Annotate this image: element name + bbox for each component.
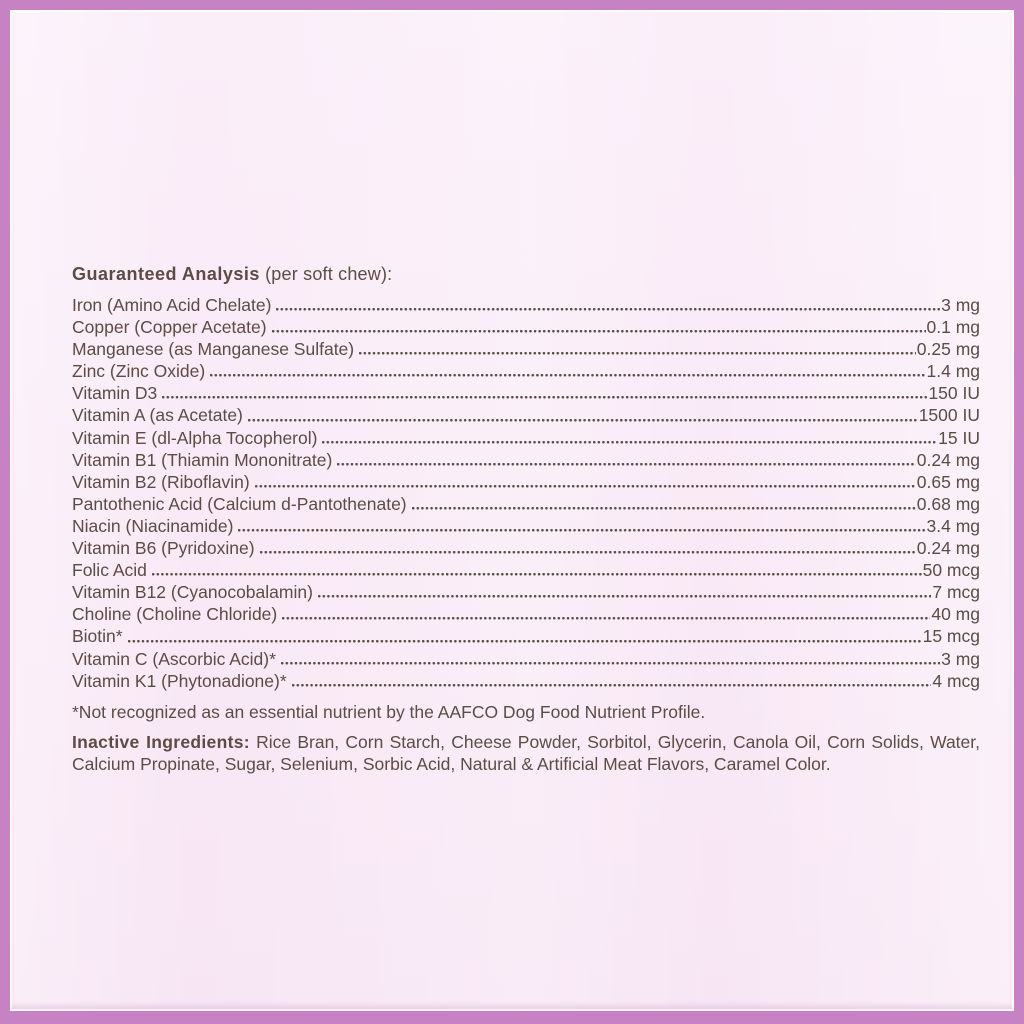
nutrient-value: 3.4 mg — [926, 515, 981, 536]
nutrient-value: 15 IU — [938, 427, 980, 448]
nutrient-label: Vitamin K1 (Phytonadione)* — [72, 670, 287, 691]
nutrient-label: Zinc (Zinc Oxide) — [72, 361, 206, 382]
nutrient-value: 4 mcg — [932, 670, 980, 691]
dot-leader — [210, 371, 926, 379]
dot-leader — [247, 415, 918, 423]
dot-leader — [282, 614, 931, 622]
dot-leader — [337, 459, 916, 467]
nutrient-value: 1.4 mg — [926, 361, 981, 382]
nutrient-row: Niacin (Niacinamide) 3.4 mg — [72, 515, 980, 537]
nutrient-value: 0.65 mg — [916, 471, 980, 492]
dot-leader — [359, 349, 916, 357]
nutrient-value: 0.24 mg — [916, 449, 980, 470]
nutrient-list: Iron (Amino Acid Chelate) 3 mg Copper (C… — [72, 294, 980, 692]
dot-leader — [238, 526, 926, 534]
inactive-ingredients-text: Rice Bran, Corn Starch, Cheese Powder, S… — [72, 731, 980, 775]
dot-leader — [317, 592, 932, 600]
nutrient-value: 0.68 mg — [916, 493, 980, 514]
guaranteed-analysis-heading: Guaranteed Analysis (per soft chew): — [72, 263, 980, 285]
guaranteed-analysis-panel: Guaranteed Analysis (per soft chew): Iro… — [72, 263, 980, 776]
nutrient-row: Vitamin B2 (Riboflavin) 0.65 mg — [72, 471, 980, 493]
nutrient-row: Copper (Copper Acetate) 0.1 mg — [72, 316, 980, 338]
nutrient-row: Zinc (Zinc Oxide) 1.4 mg — [72, 360, 980, 382]
nutrient-row: Vitamin E (dl-Alpha Tocopherol) 15 IU — [72, 427, 980, 449]
heading-subtitle: (per soft chew): — [259, 264, 393, 284]
nutrient-label: Copper (Copper Acetate) — [72, 317, 267, 338]
nutrient-value: 3 mg — [941, 648, 980, 669]
dot-leader — [259, 548, 916, 556]
nutrient-value: 40 mg — [931, 604, 980, 625]
dot-leader — [151, 570, 922, 578]
nutrient-value: 15 mcg — [922, 626, 980, 647]
nutrient-label: Vitamin B6 (Pyridoxine) — [72, 538, 255, 559]
nutrient-label: Iron (Amino Acid Chelate) — [72, 295, 272, 315]
nutrient-row: Vitamin A (as Acetate) 1500 IU — [72, 404, 980, 426]
nutrient-label: Vitamin E (dl-Alpha Tocopherol) — [72, 427, 318, 448]
nutrient-label: Biotin* — [72, 626, 123, 647]
nutrient-label: Choline (Choline Chloride) — [72, 604, 278, 625]
dot-leader — [254, 481, 916, 489]
nutrient-label: Vitamin B2 (Riboflavin) — [72, 471, 250, 492]
dot-leader — [291, 680, 932, 688]
dot-leader — [271, 327, 926, 335]
nutrient-value: 50 mcg — [922, 560, 980, 581]
nutrient-value: 7 mcg — [932, 582, 980, 603]
nutrient-label: Vitamin C (Ascorbic Acid)* — [72, 648, 276, 669]
nutrient-row: Manganese (as Manganese Sulfate) 0.25 mg — [72, 338, 980, 360]
nutrient-value: 0.24 mg — [916, 538, 980, 559]
nutrient-label: Niacin (Niacinamide) — [72, 515, 234, 536]
heading-title: Guaranteed Analysis — [72, 264, 260, 284]
dot-leader — [280, 658, 941, 666]
inactive-ingredients-label: Inactive Ingredients: — [72, 731, 250, 752]
nutrient-row: Pantothenic Acid (Calcium d-Pantothenate… — [72, 493, 980, 515]
nutrient-label: Manganese (as Manganese Sulfate) — [72, 339, 355, 360]
nutrient-row: Vitamin B6 (Pyridoxine) 0.24 mg — [72, 537, 980, 559]
nutrient-label: Pantothenic Acid (Calcium d-Pantothenate… — [72, 493, 407, 514]
nutrient-label: Vitamin A (as Acetate) — [72, 405, 243, 426]
footnote: *Not recognized as an essential nutrient… — [72, 701, 706, 722]
nutrient-value: 0.25 mg — [916, 339, 980, 360]
nutrient-row: Iron (Amino Acid Chelate) 3 mg — [72, 294, 980, 316]
nutrient-row: Vitamin K1 (Phytonadione)* 4 mcg — [72, 670, 980, 692]
nutrient-label: Vitamin D3 — [72, 383, 158, 404]
nutrient-row: Choline (Choline Chloride) 40 mg — [72, 603, 980, 625]
nutrient-value: 1500 IU — [918, 405, 980, 426]
nutrient-row: Vitamin B12 (Cyanocobalamin) 7 mcg — [72, 581, 980, 603]
nutrient-value: 0.1 mg — [926, 317, 981, 338]
nutrient-label: Folic Acid — [72, 560, 147, 581]
dot-leader — [162, 393, 928, 401]
dot-leader — [127, 636, 922, 644]
nutrient-row: Folic Acid 50 mcg — [72, 559, 980, 581]
nutrient-label: Vitamin B1 (Thiamin Mononitrate) — [72, 449, 333, 470]
nutrient-value: 150 IU — [928, 383, 980, 404]
dot-leader — [411, 503, 916, 511]
nutrient-value: 3 mg — [941, 295, 980, 315]
nutrient-row: Vitamin D3 150 IU — [72, 382, 980, 404]
nutrient-label: Vitamin B12 (Cyanocobalamin) — [72, 582, 313, 603]
nutrient-row: Vitamin C (Ascorbic Acid)* 3 mg — [72, 648, 980, 670]
dot-leader — [276, 305, 941, 313]
nutrient-row: Biotin* 15 mcg — [72, 625, 980, 647]
inactive-ingredients: Inactive Ingredients: Rice Bran, Corn St… — [72, 731, 980, 776]
dot-leader — [322, 437, 938, 445]
nutrient-row: Vitamin B1 (Thiamin Mononitrate) 0.24 mg — [72, 449, 980, 471]
